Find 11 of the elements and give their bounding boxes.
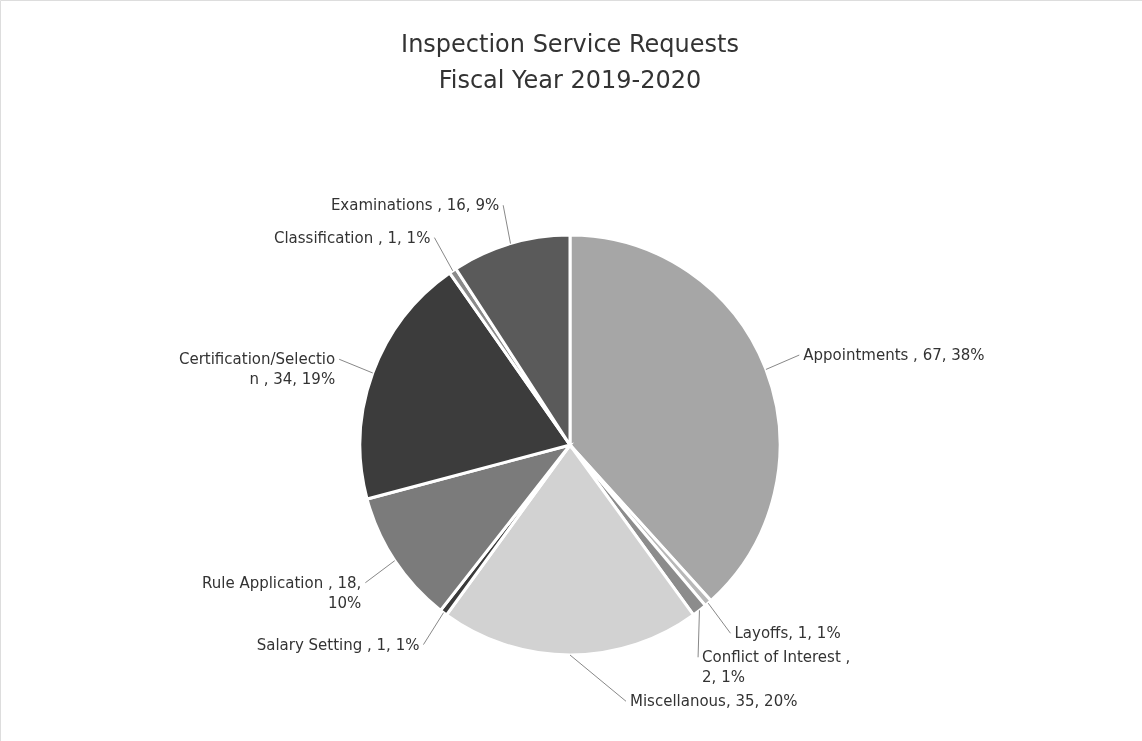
- slice-label: Miscellanous, 35, 20%: [630, 692, 798, 711]
- slice-label: Classification , 1, 1%: [273, 228, 431, 247]
- chart-subtitle: Fiscal Year 2019-2020: [438, 66, 702, 94]
- slice-label: Certification/Selection , 34, 19%: [178, 350, 336, 389]
- slice-label: Salary Setting , 1, 1%: [256, 635, 420, 654]
- chart-title: Inspection Service Requests: [401, 30, 739, 58]
- slice-label: Rule Application , 18, 10%: [201, 573, 362, 612]
- slice-label: Examinations , 16, 9%: [330, 196, 500, 215]
- slice-label: Appointments , 67, 38%: [803, 346, 985, 365]
- slice-label: Layoffs, 1, 1%: [734, 624, 841, 643]
- slice-label: Conflict of Interest , 2, 1%: [702, 648, 851, 687]
